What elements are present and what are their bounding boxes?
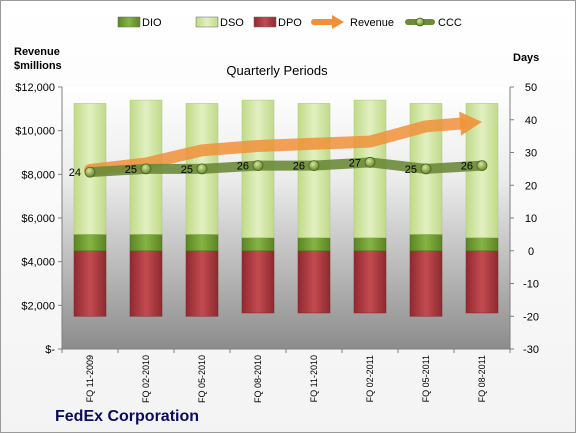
right-tick-label: 10: [525, 213, 537, 225]
x-category-label: FQ 11-2010: [309, 355, 319, 402]
bar-dso: [353, 99, 387, 238]
x-ticks: FQ 11-2009 FQ 02-2010 FQ 05-2010 FQ 08-2010…: [61, 349, 511, 403]
legend-label-dso: DSO: [220, 17, 244, 29]
bar-dpo: [185, 250, 219, 317]
x-category-label: FQ 05-2011: [421, 355, 431, 402]
ccc-point: [476, 160, 488, 172]
right-tick-label: -10: [523, 279, 539, 291]
x-category-label: FQ 02-2010: [141, 355, 151, 403]
ccc-line: [85, 157, 487, 178]
left-axis-title-line: Revenue: [14, 46, 60, 58]
left-axis-title: Revenue $millions: [14, 46, 62, 72]
bar-dpo: [129, 250, 163, 317]
legend-marker-ccc: [415, 17, 425, 27]
legend-label-dpo: DPO: [278, 17, 302, 29]
right-tick-label: -30: [523, 344, 539, 356]
bar-dio: [73, 234, 107, 251]
bar-dpo: [353, 250, 387, 314]
ccc-point: [252, 160, 264, 172]
bar-dio: [409, 234, 443, 251]
right-axis-title: Days: [513, 52, 539, 64]
bar-dio: [353, 237, 387, 251]
bar-dio: [465, 237, 499, 251]
ccc-point: [84, 166, 96, 178]
bar-dpo: [73, 250, 107, 317]
legend-swatch-dpo: [253, 16, 277, 28]
revenue-line: [84, 117, 467, 176]
legend-label-revenue: Revenue: [350, 17, 394, 29]
ccc-data-label: 26: [293, 161, 305, 173]
ccc-layer: 24 25 25 26 26 27 25 26: [69, 156, 488, 179]
right-tick-label: 40: [525, 115, 537, 127]
bar-dio: [129, 234, 163, 251]
bar-dio: [241, 237, 275, 251]
ccc-point: [196, 163, 208, 175]
legend-swatch-dso: [195, 16, 219, 28]
legend-arrowhead-revenue: [332, 15, 344, 29]
right-tick-label: 0: [528, 246, 534, 258]
right-tick-label: 20: [525, 180, 537, 192]
legend-swatch-dio: [117, 16, 141, 28]
ccc-data-label: 27: [349, 157, 361, 169]
bar-dpo: [409, 250, 443, 317]
ccc-point: [420, 163, 432, 175]
ccc-data-label: 26: [237, 161, 249, 173]
ccc-point: [308, 160, 320, 172]
left-tick-label: $10,000: [15, 126, 55, 138]
ccc-point: [364, 156, 376, 168]
right-tick-label: 30: [525, 148, 537, 160]
ccc-data-label: 25: [405, 164, 417, 176]
bar-dio: [185, 234, 219, 251]
ccc-data-label: 25: [181, 164, 193, 176]
ccc-point: [140, 163, 152, 175]
ccc-data-label: 26: [461, 161, 473, 173]
left-tick-label: $8,000: [21, 169, 55, 181]
legend-label-ccc: CCC: [438, 17, 462, 29]
right-tick-label: 50: [525, 82, 537, 94]
company-name: FedEx Corporation: [55, 408, 199, 425]
right-tick-label: -20: [523, 311, 539, 323]
left-axis-title-line: $millions: [14, 60, 62, 72]
bar-dpo: [465, 250, 499, 314]
legend: DIO DSO DPO Revenue CCC: [117, 15, 462, 29]
left-ticks: $- $2,000 $4,000 $6,000 $8,000 $10,000 $12,000: [15, 82, 62, 356]
left-tick-label: $-: [45, 344, 55, 356]
bar-dpo: [241, 250, 275, 314]
bar-dio: [297, 237, 331, 251]
revenue-layer: [84, 111, 482, 176]
left-tick-label: $6,000: [21, 213, 55, 225]
bar-dpo: [297, 250, 331, 314]
right-ticks: -30 -20 -10 0 10 20 30 40 50: [510, 82, 539, 356]
x-category-label: FQ 08-2011: [477, 355, 487, 402]
x-category-label: FQ 11-2009: [85, 355, 95, 402]
left-tick-label: $4,000: [21, 257, 55, 269]
x-category-label: FQ 02-2011: [365, 355, 375, 402]
x-category-label: FQ 05-2010: [197, 355, 207, 403]
x-category-label: FQ 08-2010: [253, 355, 263, 403]
plot-title: Quarterly Periods: [226, 63, 328, 78]
ccc-data-label: 25: [125, 164, 137, 176]
revenue-arrowhead: [459, 111, 482, 136]
left-tick-label: $2,000: [21, 300, 55, 312]
ccc-data-label: 24: [69, 167, 81, 179]
legend-label-dio: DIO: [142, 17, 162, 29]
left-tick-label: $12,000: [15, 82, 55, 94]
